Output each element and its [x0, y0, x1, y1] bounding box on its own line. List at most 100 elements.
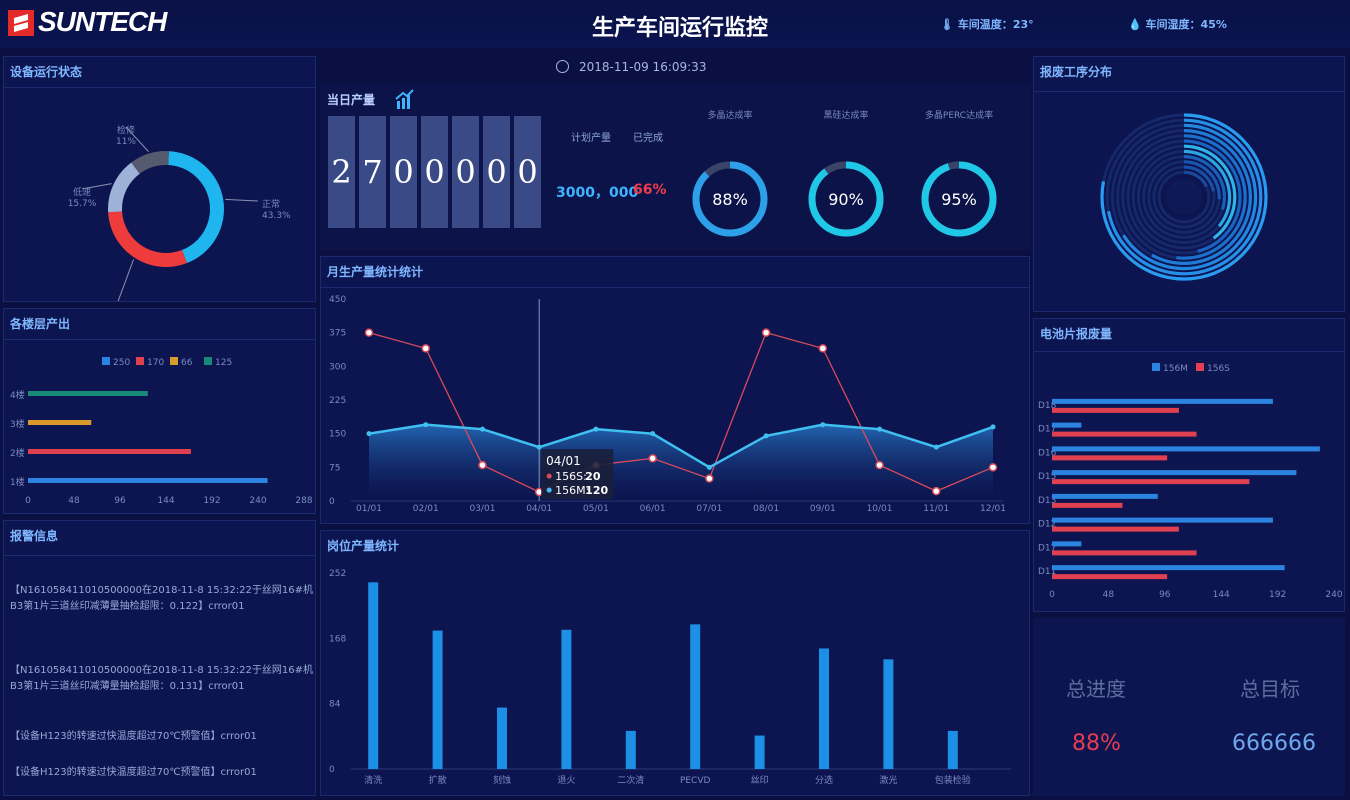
floor-bar [28, 449, 191, 454]
point-156S [932, 486, 941, 496]
scrap-bar-156M [1052, 493, 1158, 499]
station-chart-title: 岗位产量统计 [327, 539, 400, 553]
tick-label: 240 [1325, 590, 1342, 600]
radial-arc [1131, 144, 1237, 250]
point-156S [988, 463, 998, 472]
scrap-radial-chart [1100, 113, 1268, 281]
production-digit: 0 [483, 116, 510, 228]
donut-label: 正常 [262, 198, 280, 210]
tick-label: 10/01 [867, 504, 893, 514]
ring-value: 95% [941, 190, 977, 209]
point-156M [706, 464, 712, 470]
thermometer-icon: 🌡 [940, 18, 954, 31]
radial-arc [1100, 113, 1268, 281]
point-156M [536, 444, 542, 450]
point-156S [875, 460, 884, 470]
alarm-item[interactable]: 【N161058411010500000在2018-11-8 15:32:22于… [10, 585, 313, 612]
tick-label: 252 [329, 569, 346, 579]
ring-label: 多晶PERC达成率 [925, 109, 993, 121]
tick-label: 240 [249, 496, 266, 506]
tick-label: D12 [1038, 520, 1056, 530]
station-bar [947, 730, 958, 769]
totals-panel: 总进度 88% 总目标 666666 [1033, 618, 1345, 796]
tick-label: 2楼 [10, 447, 25, 459]
radial-center [1166, 179, 1202, 215]
tick-label: D16 [1038, 448, 1057, 458]
monthly-chart-panel: 月生产量统计统计 0 75 150 225 300 375 450 01/01 02/01 03/… [320, 256, 1030, 524]
point-156S [478, 460, 487, 470]
point-156M [933, 444, 939, 450]
cell-scrap-panel: 电池片报废量 156M 156S 0 48 96 144 192 240 D18 D17 D16 D1… [1033, 318, 1345, 612]
tick-label: 0 [329, 765, 335, 775]
scrap-bar-156S [1052, 550, 1197, 556]
tick-label: 288 [295, 496, 312, 506]
leader-line [225, 198, 259, 202]
station-chart-panel: 岗位产量统计 0 84 168 252 清洗 扩散 刻蚀 退火 二次清 PECVD 丝印 分选 激光 包装… [320, 530, 1030, 796]
tick-label: 75 [329, 463, 340, 473]
suntech-logo-icon [8, 10, 34, 36]
scrap-bar-156M [1052, 517, 1273, 523]
tick-label: 丝印 [751, 774, 769, 786]
radial-arc [1136, 149, 1232, 245]
legend-swatch [1152, 363, 1160, 371]
point-156M [479, 426, 485, 432]
tick-label: 375 [329, 329, 346, 339]
tick-label: 1楼 [10, 476, 25, 488]
ring-progress [921, 161, 997, 237]
point-156M [877, 426, 883, 432]
tick-label: 96 [1159, 590, 1171, 600]
legend-label: 66 [181, 358, 193, 368]
tick-label: D15 [1038, 472, 1056, 482]
tick-label: 二次清 [617, 774, 644, 786]
tick-label: 150 [329, 430, 346, 440]
floor-bar [28, 478, 268, 483]
tick-label: 04/01 [526, 504, 552, 514]
daily-production-title: 当日产量 [327, 93, 376, 107]
donut-slice [168, 151, 225, 264]
radial-arc [1121, 134, 1247, 260]
tick-label: 分选 [815, 774, 833, 786]
trend-up-icon [395, 89, 414, 109]
datetime-value: 2018-11-09 16:09:33 [579, 60, 707, 74]
tick-label: 48 [1103, 590, 1115, 600]
tick-label: D13 [1038, 496, 1056, 506]
donut-slice [131, 151, 169, 174]
tick-label: 退火 [557, 775, 575, 786]
tick-label: 07/01 [696, 504, 722, 514]
scrap-bar-156M [1052, 470, 1297, 476]
production-digit: 7 [359, 116, 386, 228]
radial-arc [1105, 118, 1263, 276]
floor-output-chart: 250 170 66 125 0 48 96 144 192 240 288 1楼 2楼 3楼 4楼 [10, 357, 313, 506]
tick-label: 清洗 [364, 774, 382, 786]
point-156M [820, 422, 826, 428]
floor-bar [28, 391, 148, 396]
tick-label: 84 [329, 700, 341, 710]
scrap-process-title: 报废工序分布 [1040, 65, 1113, 79]
point-156M [763, 433, 769, 439]
legend-label: 125 [215, 358, 232, 368]
alarm-item[interactable]: 【设备H123的转速过快温度超过70℃预警值】crror01 [10, 731, 257, 742]
tooltip-title: 04/01 [546, 454, 581, 468]
progress-value: 88% [1072, 731, 1121, 756]
tick-label: 01/01 [356, 504, 382, 514]
tick-label: 08/01 [753, 504, 779, 514]
floor-bar [28, 420, 92, 425]
alarm-item[interactable]: 【设备H123的转速过快温度超过70℃预警值】crror01 [10, 767, 257, 778]
alarm-item[interactable]: 【N161058411010500000在2018-11-8 15:32:22于… [10, 665, 313, 692]
tick-label: 03/01 [469, 504, 495, 514]
ring-value: 90% [828, 190, 864, 209]
legend-label: 156S [1207, 364, 1230, 374]
tick-label: 0 [1049, 590, 1055, 600]
tick-label: 0 [25, 496, 31, 506]
tick-label: 192 [203, 496, 220, 506]
station-bar [561, 629, 572, 769]
donut-slice [108, 162, 140, 213]
target-label: 总目标 [1240, 677, 1300, 701]
scrap-bar-156S [1052, 479, 1250, 485]
header: SUNTECH 生产车间运行监控 🌡 车间温度：23° 💧 车间湿度：45% [0, 0, 1350, 48]
tick-label: 450 [329, 295, 346, 305]
scrap-bar-156S [1052, 407, 1179, 413]
ring-value: 88% [712, 190, 748, 209]
station-bar [625, 730, 636, 769]
